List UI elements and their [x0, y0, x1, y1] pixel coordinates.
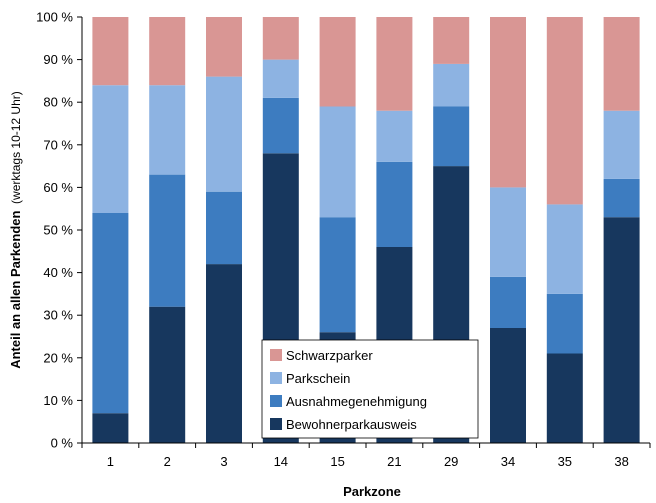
y-tick-label: 40 %	[43, 265, 73, 280]
y-tick-label: 30 %	[43, 308, 73, 323]
y-tick-labels: 0 % 10 % 20 % 30 % 40 % 50 % 60 % 70 % 80 % 90 % 1…	[36, 10, 73, 451]
y-tick-label: 70 %	[43, 137, 73, 152]
bar-segment-schwarzparker-zone-14	[262, 17, 299, 60]
legend-swatch-ausnahmegenehmigung	[270, 395, 282, 407]
bar-segment-parkschein-zone-21	[376, 110, 413, 162]
legend-label-bewohnerparkausweis: Bewohnerparkausweis	[286, 417, 417, 432]
y-tick-label: 100 %	[36, 10, 73, 25]
bar-segment-ausnahmegenehmigung-zone-15	[319, 217, 356, 333]
bar-segment-schwarzparker-zone-29	[433, 17, 470, 64]
legend-swatch-schwarzparker	[270, 349, 282, 361]
bar-segment-ausnahmegenehmigung-zone-34	[490, 276, 526, 328]
y-tick-label: 0 %	[51, 436, 74, 451]
bar-segment-parkschein-zone-14	[262, 59, 299, 98]
bar-segment-parkschein-zone-35	[546, 204, 583, 294]
bar-segment-bewohnerparkausweis-zone-35	[546, 353, 583, 443]
y-tick-label: 90 %	[43, 52, 73, 67]
bar-segment-schwarzparker-zone-3	[206, 17, 242, 77]
bar-segment-ausnahmegenehmigung-zone-2	[149, 174, 186, 307]
x-tick-label: 15	[330, 454, 344, 469]
bar-segment-parkschein-zone-3	[206, 76, 242, 192]
legend-swatch-bewohnerparkausweis	[270, 418, 282, 430]
bar-segment-parkschein-zone-38	[603, 110, 640, 179]
y-tick-label: 60 %	[43, 180, 73, 195]
bar-segment-parkschein-zone-29	[433, 63, 470, 107]
y-tick-label: 80 %	[43, 95, 73, 110]
legend-label-schwarzparker: Schwarzparker	[286, 348, 373, 363]
x-tick-label: 35	[558, 454, 572, 469]
x-tick-label: 34	[501, 454, 515, 469]
y-axis-title: Anteil an allen Parkenden (werktags 10-1…	[8, 91, 23, 369]
bar-segment-schwarzparker-zone-35	[546, 17, 583, 205]
y-tick-label: 50 %	[43, 223, 73, 238]
bar-segment-schwarzparker-zone-1	[92, 17, 129, 86]
bar-segment-ausnahmegenehmigung-zone-29	[433, 106, 470, 167]
bar-segment-ausnahmegenehmigung-zone-38	[603, 178, 640, 218]
x-tick-label: 21	[387, 454, 401, 469]
x-axis-title: Parkzone	[343, 484, 401, 499]
legend-label-ausnahmegenehmigung: Ausnahmegenehmigung	[286, 394, 427, 409]
bar-segment-schwarzparker-zone-34	[490, 17, 526, 188]
legend-swatch-parkschein	[270, 372, 282, 384]
legend: Schwarzparker Parkschein Ausnahmegenehmigu…	[261, 339, 479, 439]
y-axis-title-sub: (werktags 10-12 Uhr)	[9, 91, 23, 204]
y-axis-title-main: Anteil an allen Parkenden	[8, 211, 23, 369]
legend-label-parkschein: Parkschein	[286, 371, 350, 386]
legend-box	[261, 339, 479, 439]
bar-segment-ausnahmegenehmigung-zone-14	[262, 97, 299, 154]
bar-segment-bewohnerparkausweis-zone-34	[490, 328, 526, 443]
x-tick-label: 29	[444, 454, 458, 469]
bar-segment-schwarzparker-zone-15	[319, 17, 356, 107]
x-tick-label: 3	[220, 454, 227, 469]
bar-segment-schwarzparker-zone-21	[376, 17, 413, 111]
bar-segment-parkschein-zone-1	[92, 85, 129, 213]
bar-segment-schwarzparker-zone-2	[149, 17, 186, 86]
bar-segment-ausnahmegenehmigung-zone-3	[206, 191, 242, 265]
bar-segment-ausnahmegenehmigung-zone-1	[92, 213, 129, 414]
x-tick-label: 2	[164, 454, 171, 469]
bar-segment-bewohnerparkausweis-zone-38	[603, 217, 640, 443]
bar-segment-parkschein-zone-34	[490, 187, 526, 277]
bar-segment-ausnahmegenehmigung-zone-35	[546, 293, 583, 354]
x-tick-labels: 1 2 3 14 15 21 29 34 35 38	[107, 454, 629, 469]
x-tick-label: 14	[274, 454, 288, 469]
bar-segment-ausnahmegenehmigung-zone-21	[376, 161, 413, 247]
bar-segment-schwarzparker-zone-38	[603, 17, 640, 111]
y-tick-label: 20 %	[43, 350, 73, 365]
bar-segment-parkschein-zone-2	[149, 85, 186, 175]
bar-segment-parkschein-zone-15	[319, 106, 356, 218]
bar-segment-bewohnerparkausweis-zone-3	[206, 264, 242, 443]
x-tick-label: 38	[614, 454, 628, 469]
y-tick-label: 10 %	[43, 393, 73, 408]
bar-segment-bewohnerparkausweis-zone-2	[149, 306, 186, 443]
axes-layer	[77, 16, 651, 448]
bar-segment-bewohnerparkausweis-zone-1	[92, 413, 129, 443]
x-tick-label: 1	[107, 454, 114, 469]
